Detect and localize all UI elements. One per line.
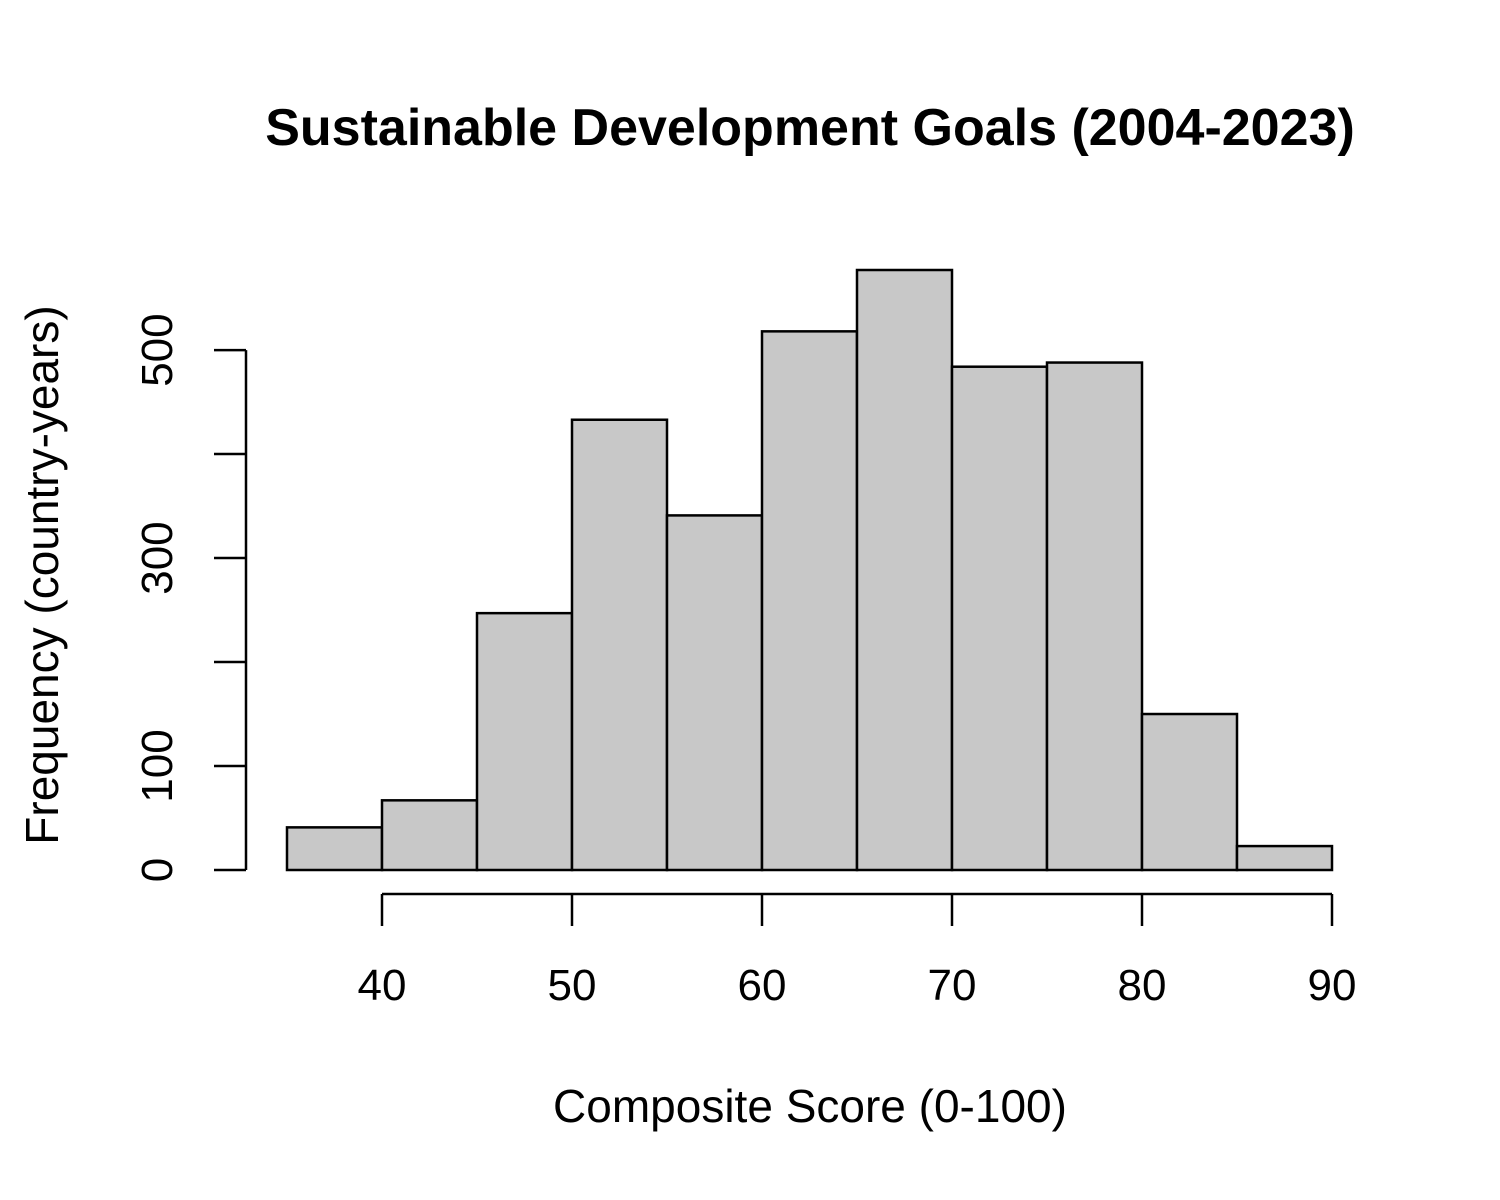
y-tick-label: 500 <box>133 313 182 386</box>
x-tick-label: 50 <box>548 961 597 1010</box>
x-axis: 40 50 60 70 80 90 <box>358 892 1357 1010</box>
x-tick-label: 40 <box>358 961 407 1010</box>
x-tick-label: 90 <box>1308 961 1357 1010</box>
histogram-bar <box>1140 712 1239 872</box>
y-tick-label: 0 <box>133 858 182 882</box>
histogram-bar <box>380 799 479 872</box>
histogram-bar <box>475 611 574 872</box>
y-axis-label: Frequency (country-years) <box>16 305 68 844</box>
y-tick-label: 300 <box>133 521 182 594</box>
histogram-bar <box>665 514 764 872</box>
histogram-bar <box>1045 361 1144 872</box>
histogram-bars <box>285 268 1334 872</box>
histogram-bar <box>1235 844 1334 872</box>
x-tick-label: 80 <box>1118 961 1167 1010</box>
chart-title: Sustainable Development Goals (2004-2023… <box>265 99 1355 157</box>
histogram-bar <box>285 826 384 872</box>
histogram-bar <box>760 330 859 872</box>
y-axis: 0 100 300 500 <box>133 313 248 882</box>
y-tick-label: 100 <box>133 729 182 802</box>
x-axis-label: Composite Score (0-100) <box>553 1080 1067 1132</box>
histogram-bar <box>950 365 1049 872</box>
x-tick-label: 60 <box>738 961 787 1010</box>
x-tick-label: 70 <box>928 961 977 1010</box>
histogram-bar <box>570 418 669 872</box>
histogram-bar <box>855 268 954 872</box>
